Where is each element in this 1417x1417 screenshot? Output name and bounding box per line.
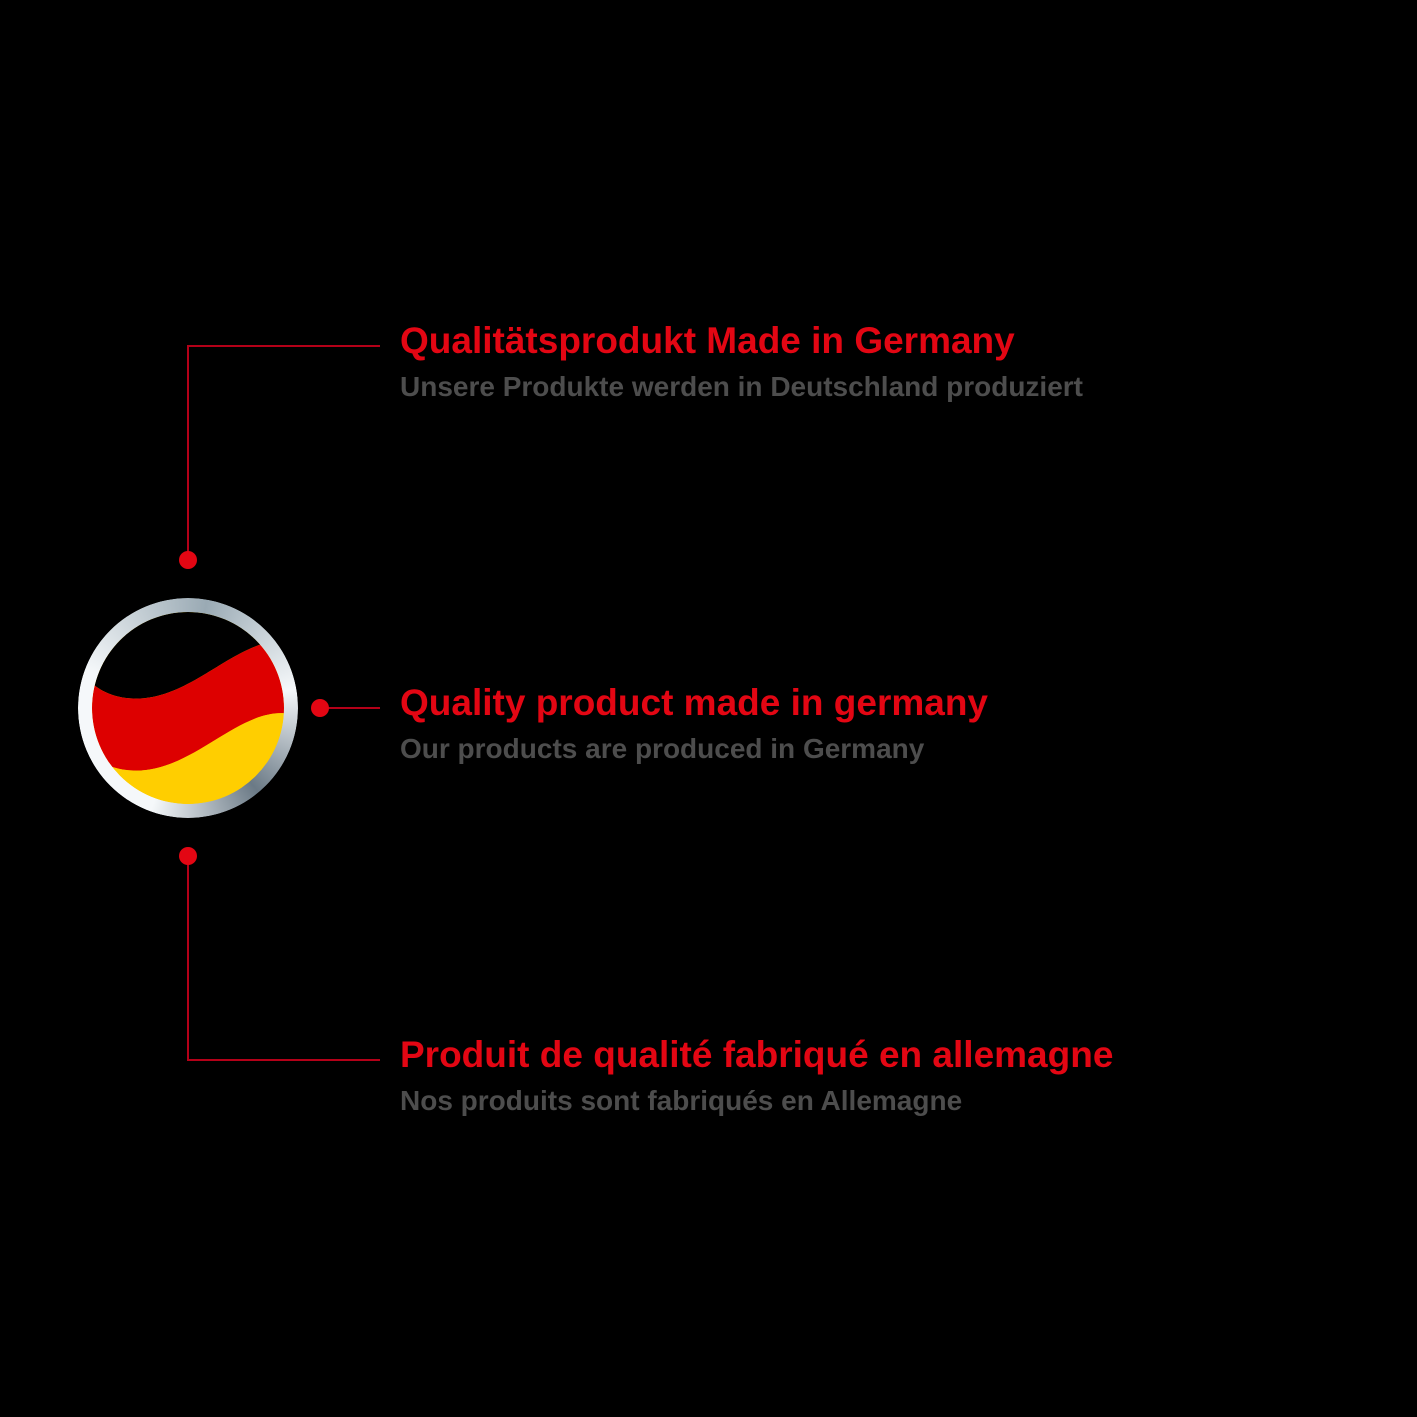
entry-subtitle: Unsere Produkte werden in Deutschland pr… (400, 369, 1083, 405)
entry-title: Qualitätsprodukt Made in Germany (400, 320, 1083, 363)
entry-french: Produit de qualité fabriqué en allemagne… (400, 1034, 1113, 1119)
entry-german: Qualitätsprodukt Made in Germany Unsere … (400, 320, 1083, 405)
entry-subtitle: Our products are produced in Germany (400, 731, 988, 767)
entry-subtitle: Nos produits sont fabriqués en Allemagne (400, 1083, 1113, 1119)
entry-title: Produit de qualité fabriqué en allemagne (400, 1034, 1113, 1077)
made-in-germany-diagram: Qualitätsprodukt Made in Germany Unsere … (0, 0, 1417, 1417)
german-flag-icon (92, 612, 284, 804)
german-flag-badge (78, 598, 298, 818)
entry-english: Quality product made in germany Our prod… (400, 682, 988, 767)
entry-title: Quality product made in germany (400, 682, 988, 725)
